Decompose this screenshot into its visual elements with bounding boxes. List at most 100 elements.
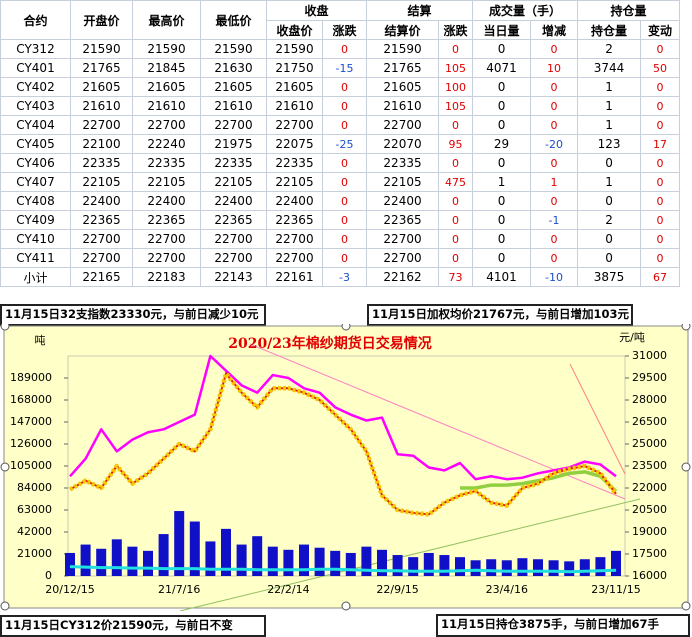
bar <box>517 558 528 576</box>
bar <box>423 552 434 576</box>
table-cell: 22700 <box>266 229 323 249</box>
bar <box>221 528 231 576</box>
table-cell: 22105 <box>200 172 267 192</box>
table-cell: 21590 <box>266 39 323 59</box>
y2-tick-label: 20500 <box>632 503 667 516</box>
table-cell: 22161 <box>266 267 323 287</box>
handle[interactable] <box>341 324 351 331</box>
table-cell: 0 <box>321 172 368 192</box>
y2-tick-label: 31000 <box>632 349 667 362</box>
table-cell: 0 <box>577 248 642 268</box>
table-row: CY410 22700 22700 22700 22700 0 22700 0 0 0 0 0 <box>0 229 681 249</box>
table-cell: 0 <box>438 153 474 173</box>
table-cell: 22365 <box>266 210 323 230</box>
line <box>460 470 618 493</box>
table-cell: 4071 <box>472 58 532 78</box>
table-cell: 21630 <box>200 58 267 78</box>
table-cell: 100 <box>438 77 474 97</box>
table-cell: CY401 <box>0 58 71 78</box>
handle[interactable] <box>0 462 10 472</box>
table-cell: -15 <box>321 58 368 78</box>
table-cell: 22700 <box>132 229 201 249</box>
table-cell: 1 <box>472 172 532 192</box>
handle[interactable] <box>681 324 691 331</box>
table-cell: -1 <box>530 210 579 230</box>
table-cell: 0 <box>640 172 681 192</box>
table-cell: 21610 <box>266 96 323 116</box>
table-cell: 持仓量 <box>577 20 642 40</box>
table-cell: 0 <box>438 248 474 268</box>
table-cell: 22700 <box>132 115 201 135</box>
table-cell: 0 <box>438 39 474 59</box>
table-cell: 0 <box>321 153 368 173</box>
handle[interactable] <box>0 601 10 611</box>
y2-tick-label: 26500 <box>632 415 667 428</box>
table-cell: 0 <box>530 229 579 249</box>
bar <box>299 544 309 576</box>
table-cell: 1 <box>577 172 642 192</box>
header-row: 收盘价 涨跌 结算价 涨跌 当日量 增减 持仓量 变动 <box>1 20 681 40</box>
table-cell: 22105 <box>132 172 201 192</box>
table-cell: 95 <box>438 134 474 154</box>
table-cell: 0 <box>472 229 532 249</box>
table-cell: 21610 <box>70 96 133 116</box>
table-cell: 22335 <box>132 153 201 173</box>
table-cell: 21605 <box>366 77 440 97</box>
table-cell: 22335 <box>70 153 133 173</box>
table-cell: 变动 <box>640 20 681 40</box>
bar <box>143 550 153 576</box>
table-cell: 小计 <box>0 267 71 287</box>
table-cell: 22335 <box>266 153 323 173</box>
handle[interactable] <box>681 462 691 472</box>
table-cell: 0 <box>640 229 681 249</box>
handle[interactable] <box>0 324 10 331</box>
table-cell: 0 <box>640 248 681 268</box>
table-cell: CY407 <box>0 172 71 192</box>
handle[interactable] <box>681 601 691 611</box>
bar <box>377 549 387 576</box>
table-cell: 开盘价 <box>70 0 133 40</box>
table-cell: 21610 <box>200 96 267 116</box>
data-table: 合约 开盘价 最高价 最低价 收盘 结算 成交量（手） 持仓量 收盘价 涨跌 结算价 涨跌 当日量 增减持… <box>0 0 681 287</box>
table-cell: 22400 <box>132 191 201 211</box>
bar <box>548 560 559 576</box>
x-tick-label: 23/4/16 <box>486 583 528 596</box>
bar <box>611 550 621 576</box>
table-cell: 22700 <box>200 115 267 135</box>
table-cell: 22365 <box>132 210 201 230</box>
table-row: CY404 22700 22700 22700 22700 0 22700 0 0 0 1 0 <box>0 115 681 135</box>
table-cell: 0 <box>530 39 579 59</box>
table-cell: 22700 <box>266 115 323 135</box>
handle[interactable] <box>341 601 351 611</box>
table-cell: 1 <box>530 172 579 192</box>
table-cell: -25 <box>321 134 368 154</box>
table-cell: 0 <box>472 210 532 230</box>
bar <box>533 559 543 576</box>
table-cell: CY403 <box>0 96 71 116</box>
table-cell: 收盘 <box>265 0 368 21</box>
bar <box>96 548 107 576</box>
bar <box>205 541 216 576</box>
table-cell: 0 <box>472 77 532 97</box>
y-tick-label: 63000 <box>17 503 52 516</box>
x-tick-label: 23/11/15 <box>591 583 640 596</box>
table-cell: 4101 <box>472 267 532 287</box>
table-cell: 22700 <box>70 248 133 268</box>
table-cell: 成交量（手） <box>472 0 579 21</box>
table-cell: CY312 <box>0 39 71 59</box>
table-cell: 0 <box>472 248 532 268</box>
y-tick-label: 21000 <box>17 547 52 560</box>
table-row: CY402 21605 21605 21605 21605 0 21605 100 0 0 1 0 <box>0 77 681 97</box>
table-cell: 21590 <box>132 39 201 59</box>
table-cell: 0 <box>321 229 368 249</box>
table-cell: 0 <box>472 191 532 211</box>
table-cell: 22143 <box>200 267 267 287</box>
table-cell: 21750 <box>266 58 323 78</box>
table-row: CY406 22335 22335 22335 22335 0 22335 0 0 0 0 0 <box>0 153 681 173</box>
table-cell: 123 <box>577 134 642 154</box>
bar <box>408 557 419 576</box>
y2-axis-label: 元/吨 <box>619 331 645 344</box>
x-tick-label: 20/12/15 <box>45 583 94 596</box>
bar <box>252 536 263 576</box>
bar <box>314 547 325 576</box>
